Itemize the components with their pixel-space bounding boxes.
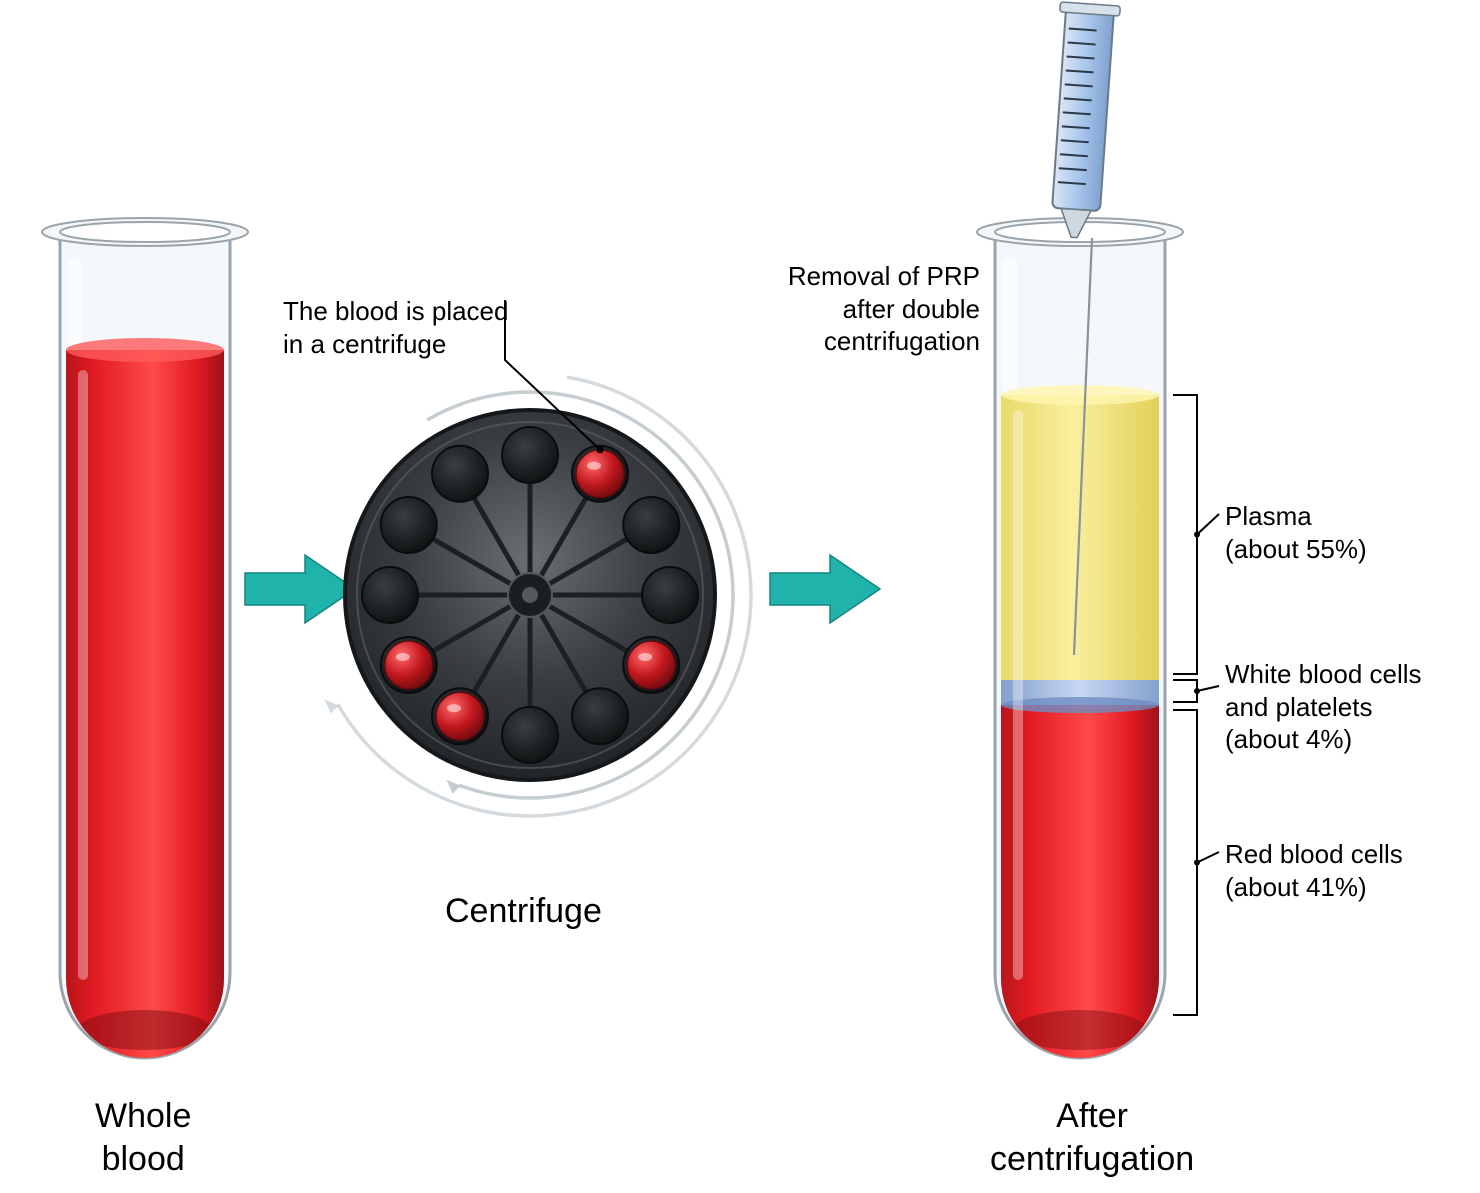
arrow-2 (770, 555, 880, 623)
label-after-centrifugation: Aftercentrifugation (990, 1095, 1194, 1180)
label-placed-in-centrifuge: The blood is placedin a centrifuge (283, 295, 508, 360)
centrifuge-graphic (325, 377, 751, 816)
brackets (1173, 395, 1219, 1015)
label-wbc: White blood cellsand platelets(about 4%) (1225, 658, 1422, 756)
label-whole-blood: Wholeblood (95, 1095, 191, 1180)
label-removal-prp: Removal of PRPafter doublecentrifugation (780, 260, 980, 358)
label-centrifuge: Centrifuge (445, 890, 602, 933)
diagram-canvas (0, 0, 1480, 1193)
label-rbc: Red blood cells(about 41%) (1225, 838, 1403, 903)
tube-whole-blood (42, 218, 248, 1058)
label-plasma: Plasma(about 55%) (1225, 500, 1367, 565)
tube-after-centrifugation (977, 218, 1183, 1058)
arrow-1 (245, 555, 355, 623)
